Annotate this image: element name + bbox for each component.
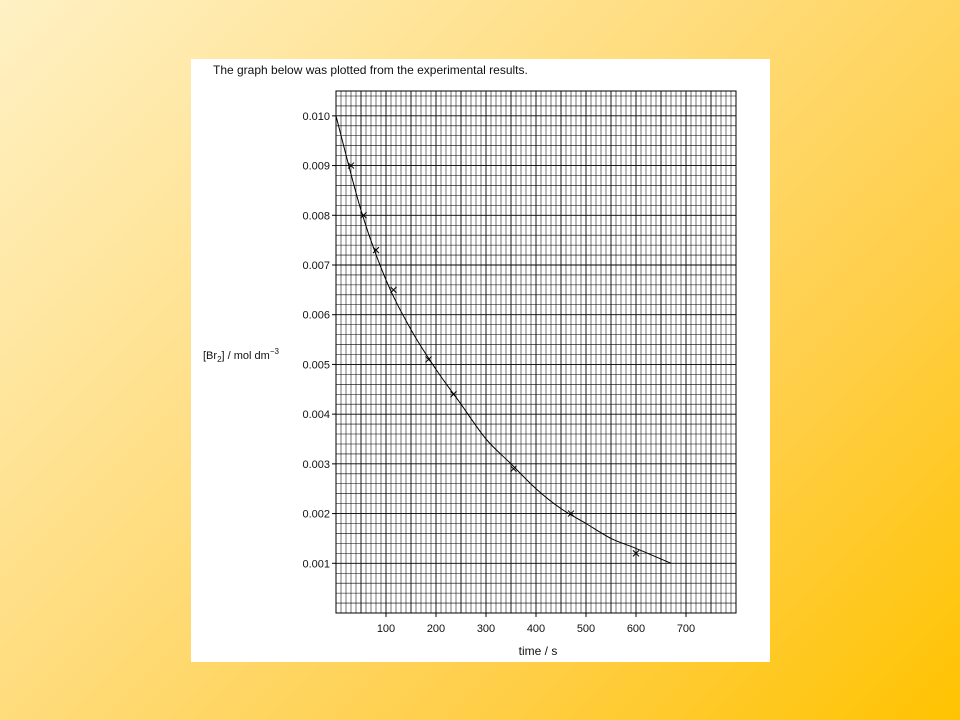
y-tick-label: 0.001 — [302, 558, 330, 570]
data-point — [347, 162, 355, 169]
y-tick-label: 0.004 — [302, 409, 330, 421]
y-tick-label: 0.007 — [302, 260, 330, 272]
x-tick-label: 400 — [527, 623, 545, 635]
y-axis-ticks: 0.001 0.002 0.003 0.004 0.005 0.006 0.007 0.008… — [302, 111, 336, 570]
data-points — [347, 162, 640, 557]
y-axis-label: [Br2] / mol dm−3 — [203, 347, 279, 364]
y-tick-label: 0.009 — [302, 161, 330, 173]
y-tick-label: 0.010 — [302, 111, 330, 123]
y-tick-label: 0.002 — [302, 509, 330, 521]
concentration-time-graph: 0.001 0.002 0.003 0.004 0.005 0.006 0.007 0.008… — [203, 90, 737, 658]
data-point — [425, 356, 432, 363]
data-point — [510, 465, 517, 473]
y-axis-label-superscript: −3 — [270, 347, 280, 356]
x-tick-label: 200 — [427, 623, 445, 635]
y-tick-label: 0.008 — [302, 210, 330, 222]
y-axis-label-main: [Br — [203, 350, 217, 362]
x-tick-label: 300 — [477, 623, 495, 635]
data-point — [390, 286, 397, 294]
decay-curve — [335, 115, 672, 564]
y-tick-label: 0.003 — [302, 459, 330, 471]
y-axis-label-subscript: 2 — [217, 355, 222, 364]
data-point — [450, 390, 457, 398]
x-tick-label: 600 — [627, 623, 645, 635]
grid-lines — [336, 91, 736, 613]
y-tick-label: 0.005 — [302, 359, 330, 371]
data-point — [567, 510, 575, 517]
x-tick-label: 500 — [577, 623, 595, 635]
y-axis-label-rest: ] / mol dm — [222, 350, 270, 362]
y-tick-label: 0.006 — [302, 310, 330, 322]
x-tick-label: 100 — [377, 623, 395, 635]
x-tick-label: 700 — [677, 623, 695, 635]
data-point — [372, 246, 380, 254]
data-point — [360, 211, 367, 219]
worksheet-card: The graph below was plotted from the exp… — [191, 59, 770, 662]
x-axis-label: time / s — [519, 644, 558, 658]
data-point — [632, 549, 640, 557]
intro-text: The graph below was plotted from the exp… — [213, 63, 528, 77]
x-axis-ticks: 100 200 300 400 500 600 700 — [377, 613, 695, 635]
